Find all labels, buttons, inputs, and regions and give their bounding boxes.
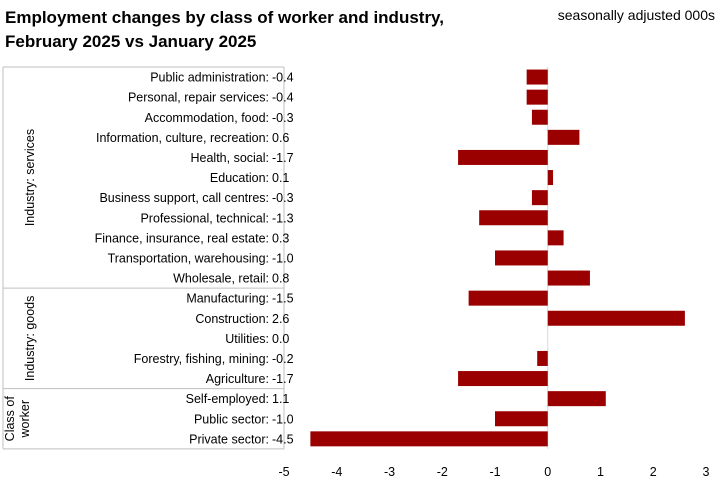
value-label-9: -1.0: [272, 251, 294, 265]
x-tick-label-4: -1: [489, 465, 500, 479]
bar-0: [526, 69, 548, 85]
value-label-11: -1.5: [272, 292, 294, 306]
value-label-1: -0.4: [272, 91, 294, 105]
x-tick-label-5: 0: [544, 465, 551, 479]
x-tick-label-6: 1: [597, 465, 604, 479]
chart-title-line-1: Employment changes by class of worker an…: [5, 8, 444, 27]
value-label-10: 0.8: [272, 272, 289, 286]
x-tick-label-3: -2: [437, 465, 448, 479]
category-label-12: Construction:: [195, 312, 269, 326]
x-tick-label-2: -3: [384, 465, 395, 479]
category-label-16: Self-employed:: [186, 392, 269, 406]
chart-subtitle: seasonally adjusted 000s: [557, 7, 715, 23]
category-label-11: Manufacturing:: [186, 292, 269, 306]
value-label-0: -0.4: [272, 71, 294, 85]
category-label-6: Business support, call centres:: [99, 191, 269, 205]
value-label-16: 1.1: [272, 392, 289, 406]
category-label-3: Information, culture, recreation:: [96, 131, 269, 145]
bar-9: [495, 250, 548, 266]
value-label-14: -0.2: [272, 352, 294, 366]
value-label-6: -0.3: [272, 191, 294, 205]
value-label-13: 0.0: [272, 332, 289, 346]
value-label-12: 2.6: [272, 312, 289, 326]
category-label-18: Private sector:: [189, 432, 269, 446]
chart-title: Employment changes by class of worker an…: [5, 6, 444, 54]
category-label-5: Education:: [210, 171, 269, 185]
value-label-7: -1.3: [272, 211, 294, 225]
bar-11: [468, 290, 548, 306]
bar-16: [547, 391, 606, 407]
value-label-3: 0.6: [272, 131, 289, 145]
category-label-4: Health, social:: [190, 151, 269, 165]
group-labels: Industry: services Industry: goods Class o…: [3, 129, 37, 441]
x-axis-ticks: -5 -4 -3 -2 -1 0 1 2 3: [278, 465, 709, 479]
x-tick-label-8: 3: [703, 465, 710, 479]
category-label-2: Accommodation, food:: [145, 111, 269, 125]
chart-title-line-2: February 2025 vs January 2025: [5, 32, 257, 51]
category-label-10: Wholesale, retail:: [173, 272, 269, 286]
group-label-2-line-1: worker: [18, 400, 32, 439]
category-label-8: Finance, insurance, real estate:: [95, 231, 269, 245]
category-label-15: Agriculture:: [206, 372, 269, 386]
value-label-4: -1.7: [272, 151, 294, 165]
category-label-1: Personal, repair services:: [128, 91, 269, 105]
bar-5: [547, 170, 554, 186]
value-label-2: -0.3: [272, 111, 294, 125]
bar-15: [458, 371, 548, 387]
category-label-7: Professional, technical:: [140, 211, 269, 225]
x-tick-label-1: -4: [331, 465, 342, 479]
bar-7: [479, 210, 548, 226]
category-label-13: Utilities:: [225, 332, 269, 346]
category-label-17: Public sector:: [194, 412, 269, 426]
value-label-17: -1.0: [272, 412, 294, 426]
category-label-14: Forestry, fishing, mining:: [134, 352, 269, 366]
bar-18: [310, 431, 548, 447]
x-tick-label-7: 2: [650, 465, 657, 479]
value-label-8: 0.3: [272, 231, 289, 245]
bar-6: [531, 190, 548, 206]
bar-8: [547, 230, 564, 246]
bar-14: [537, 350, 548, 366]
bar-3: [547, 129, 580, 145]
category-label-9: Transportation, warehousing:: [108, 251, 269, 265]
group-label-1: Industry: goods: [23, 296, 37, 381]
bar-17: [495, 411, 548, 427]
bar-12: [547, 310, 685, 326]
bar-10: [547, 270, 590, 286]
x-tick-label-0: -5: [278, 465, 289, 479]
bar-1: [526, 89, 548, 105]
value-label-18: -4.5: [272, 432, 294, 446]
bars: [310, 69, 685, 447]
group-label-0: Industry: services: [23, 129, 37, 226]
value-label-5: 0.1: [272, 171, 289, 185]
bar-4: [458, 149, 548, 165]
category-label-0: Public administration:: [150, 71, 269, 85]
value-label-15: -1.7: [272, 372, 294, 386]
group-label-2-line-0: Class of: [3, 396, 17, 442]
bar-2: [531, 109, 548, 125]
